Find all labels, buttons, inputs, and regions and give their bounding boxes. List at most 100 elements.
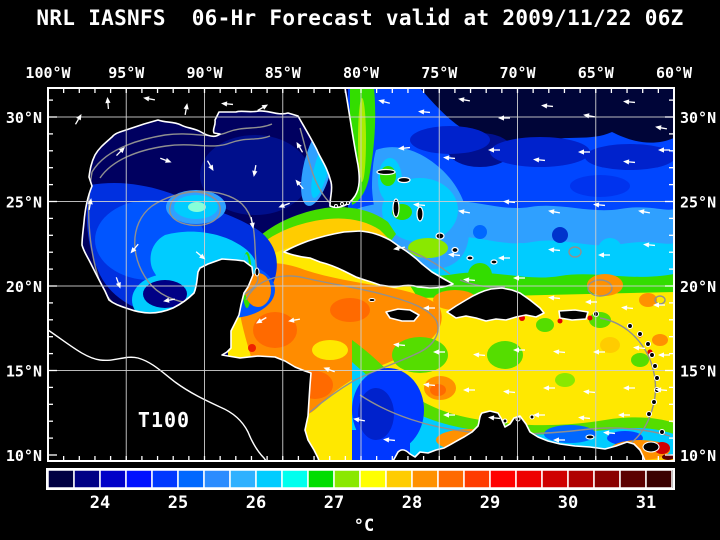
lat-tick-label: 30°N [6, 109, 42, 127]
colorbar-cell [515, 469, 543, 489]
colorbar-cell [437, 469, 465, 489]
colorbar-cell [619, 469, 647, 489]
colorbar-cell [463, 469, 491, 489]
longitude-tick-labels: 100°W 95°W 90°W 85°W 80°W 75°W 70°W 65°W 60°W [25, 64, 693, 82]
florida-keys [254, 201, 376, 302]
vector-arrow [195, 251, 206, 260]
colorbar-cell [203, 469, 231, 489]
vector-arrow [288, 317, 301, 323]
lon-tick-label: 75°W [421, 64, 458, 82]
vector-arrow [423, 382, 436, 388]
lat-tick-label: 10°N [680, 447, 716, 465]
lat-tick-label: 25°N [680, 194, 716, 212]
colorbar-cell [151, 469, 179, 489]
vector-arrow [578, 415, 591, 421]
colorbar-tick-label: 25 [168, 493, 188, 513]
vector-arrow [498, 255, 510, 261]
colorbar: 24 25 26 27 28 29 30 31 °C [46, 468, 675, 536]
vector-arrow [548, 295, 561, 301]
vector-arrow [618, 412, 630, 418]
vector-arrow [383, 437, 396, 443]
bahamas [376, 168, 498, 265]
vector-arrow [593, 202, 606, 208]
vector-arrow [643, 242, 656, 248]
lon-tick-label: 95°W [108, 64, 145, 82]
vector-arrow [323, 367, 335, 373]
vector-arrow [583, 389, 596, 395]
vector-arrow [353, 417, 366, 423]
vector-arrow [658, 147, 670, 153]
vector-arrow [257, 104, 269, 112]
vector-arrow [393, 342, 406, 348]
vector-arrow [548, 247, 561, 253]
vector-arrow [655, 125, 668, 131]
lon-tick-label: 65°W [578, 64, 615, 82]
colorbar-unit-label: °C [354, 516, 374, 536]
lon-tick-label: 85°W [265, 64, 302, 82]
vector-arrow [116, 147, 125, 156]
lat-tick-label: 25°N [6, 194, 42, 212]
vector-arrow [206, 160, 214, 172]
vector-arrow [658, 352, 670, 358]
field-overlay-label: T100 [138, 408, 190, 432]
vector-arrow [458, 209, 471, 215]
colorbar-cell [281, 469, 309, 489]
colorbar-border [46, 468, 675, 490]
vector-arrow [221, 101, 234, 107]
south-america [392, 410, 646, 461]
hispaniola [446, 287, 545, 322]
colorbar-cell [177, 469, 205, 489]
vector-arrow [541, 103, 554, 109]
vector-arrow [443, 412, 455, 418]
vector-arrow [160, 157, 172, 163]
vector-arrow [443, 155, 456, 161]
colorbar-tick-label: 24 [90, 493, 110, 513]
lon-tick-label: 60°W [656, 64, 693, 82]
colorbar-cell [489, 469, 517, 489]
colorbar-cell [333, 469, 361, 489]
vector-arrow [488, 415, 501, 421]
colorbar-cell [255, 469, 283, 489]
colorbar-cell [125, 469, 153, 489]
colorbar-cell [567, 469, 595, 489]
lon-tick-label: 80°W [343, 64, 380, 82]
colorbar-cell [307, 469, 335, 489]
pacific-coastline [48, 329, 267, 461]
lat-tick-label: 30°N [680, 109, 716, 127]
map-frame [47, 87, 675, 462]
colorbar-tick-labels: 24 25 26 27 28 29 30 31 [90, 493, 656, 513]
vector-arrow [603, 430, 616, 436]
vector-arrow [423, 305, 435, 311]
vector-arrow [503, 389, 516, 395]
vector-arrow [143, 96, 156, 102]
vector-arrow [553, 437, 565, 443]
vector-arrow [488, 147, 500, 153]
colorbar-tick-label: 30 [558, 493, 578, 513]
vector-arrow [548, 209, 561, 215]
lat-tick-label: 20°N [680, 278, 716, 296]
colorbar-cell [359, 469, 387, 489]
vector-arrow [115, 277, 121, 289]
vector-arrow [130, 243, 139, 254]
grid-lines [48, 88, 674, 461]
colorbar-tick-label: 29 [480, 493, 500, 513]
vector-arrow [533, 157, 546, 163]
vector-arrow [513, 275, 525, 281]
vector-arrow [249, 216, 255, 229]
vector-arrow [598, 252, 610, 258]
vector-arrow [252, 164, 258, 177]
lat-tick-label: 10°N [6, 447, 42, 465]
page-title: NRL IASNFS 06-Hr Forecast valid at 2009/… [36, 6, 684, 30]
colorbar-cell [645, 469, 673, 489]
vector-arrow [183, 103, 189, 116]
vector-arrow [295, 179, 304, 190]
lon-tick-label: 90°W [186, 64, 223, 82]
colorbar-cell [47, 469, 75, 489]
cuba [283, 230, 454, 289]
vector-arrow [433, 349, 445, 355]
vector-arrow [413, 202, 426, 208]
jamaica [385, 308, 420, 322]
vector-arrow [74, 113, 82, 125]
vector-arrow [623, 99, 636, 105]
colorbar-cell [99, 469, 127, 489]
